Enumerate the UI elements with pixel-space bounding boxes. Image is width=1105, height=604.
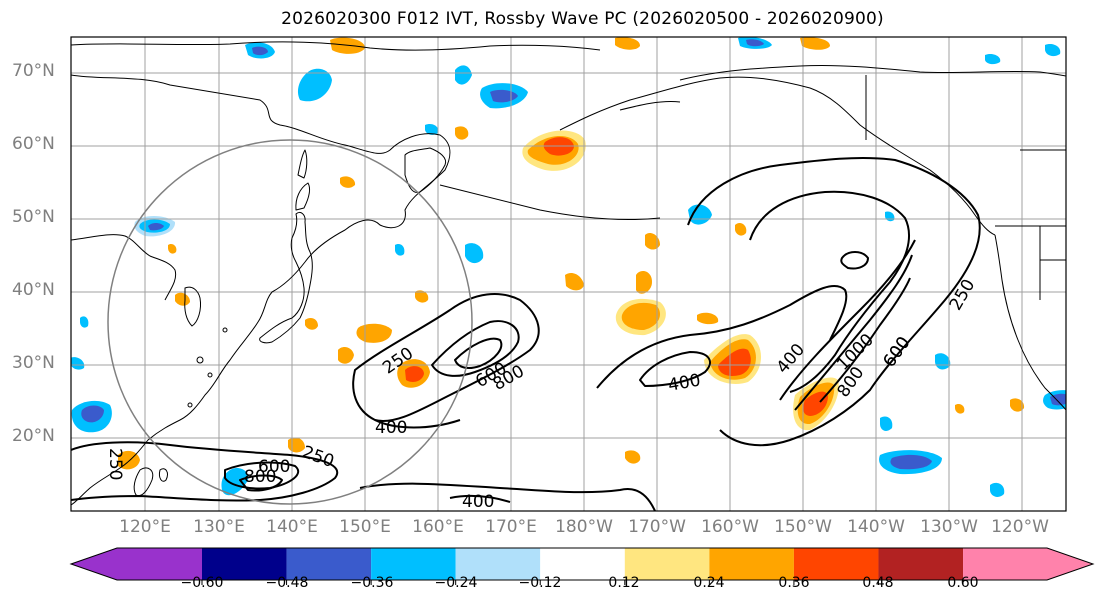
lon-label: 160°E [412,517,464,537]
lon-label: 150°E [339,517,391,537]
colorbar-tick-label: −0.12 [518,575,562,591]
lon-label: 180°W [555,517,613,537]
negative-anomalies [71,37,1066,497]
contour-label: 600 [880,333,915,371]
contour-label: 400 [773,340,809,378]
colorbar [69,547,1095,585]
contour-label: 250 [299,442,336,472]
colorbar-tick-label: 0.12 [608,575,640,591]
contour-label: 400 [375,418,407,438]
colorbar-tick-label: 0.60 [947,575,979,591]
reference-circle [107,139,473,505]
lat-label: 60°N [12,134,55,154]
lat-label: 20°N [12,426,55,446]
lon-label: 130°E [193,517,245,537]
colorbar-segment [793,548,879,580]
lon-label: 170°E [485,517,537,537]
positive-anomalies [118,37,1025,470]
colorbar-outline [69,547,1095,581]
colorbar-tick-label: −0.48 [265,575,309,591]
lon-label: 120°E [119,517,171,537]
colorbar-tick-label: −0.24 [434,575,478,591]
map-title: 2026020300 F012 IVT, Rossby Wave PC (202… [281,9,884,29]
lat-label: 50°N [12,207,55,227]
graticule [71,37,1066,511]
contour-label: 400 [667,370,702,395]
colorbar-segment [71,548,202,580]
lon-label: 140°E [266,517,318,537]
colorbar-segment [540,548,625,580]
colorbar-segment [371,548,456,580]
colorbar-segment [624,548,710,580]
lon-label: 140°W [847,517,905,537]
contour-label: 600 [258,457,290,477]
colorbar-segment [963,548,1093,580]
lat-label: 70°N [12,61,55,81]
anomaly-shading [71,37,1066,497]
colorbar-segment [878,548,964,580]
lat-label: 40°N [12,280,55,300]
contour-label: 800 [244,467,276,487]
colorbar-segment [202,548,287,580]
colorbar-segment [709,548,794,580]
coastlines [71,41,1066,506]
contour-label: 250 [105,448,125,480]
colorbar-tick-label: 0.36 [778,575,810,591]
colorbar-segment [455,548,541,580]
colorbar-tick-label: −0.60 [180,575,224,591]
lon-label: 150°W [774,517,832,537]
lat-label: 30°N [12,353,55,373]
lon-label: 160°W [701,517,759,537]
lon-label: 120°W [991,517,1049,537]
colorbar-segment [286,548,372,580]
colorbar-tick-label: −0.36 [350,575,394,591]
lon-label: 130°W [920,517,978,537]
contour-label: 250 [946,276,980,314]
lon-label: 170°W [628,517,686,537]
contour-label: 400 [462,492,494,512]
map-frame [70,36,1067,512]
colorbar-tick-label: 0.24 [693,575,725,591]
colorbar-tick-label: 0.48 [862,575,894,591]
ivt-contours [71,156,981,511]
